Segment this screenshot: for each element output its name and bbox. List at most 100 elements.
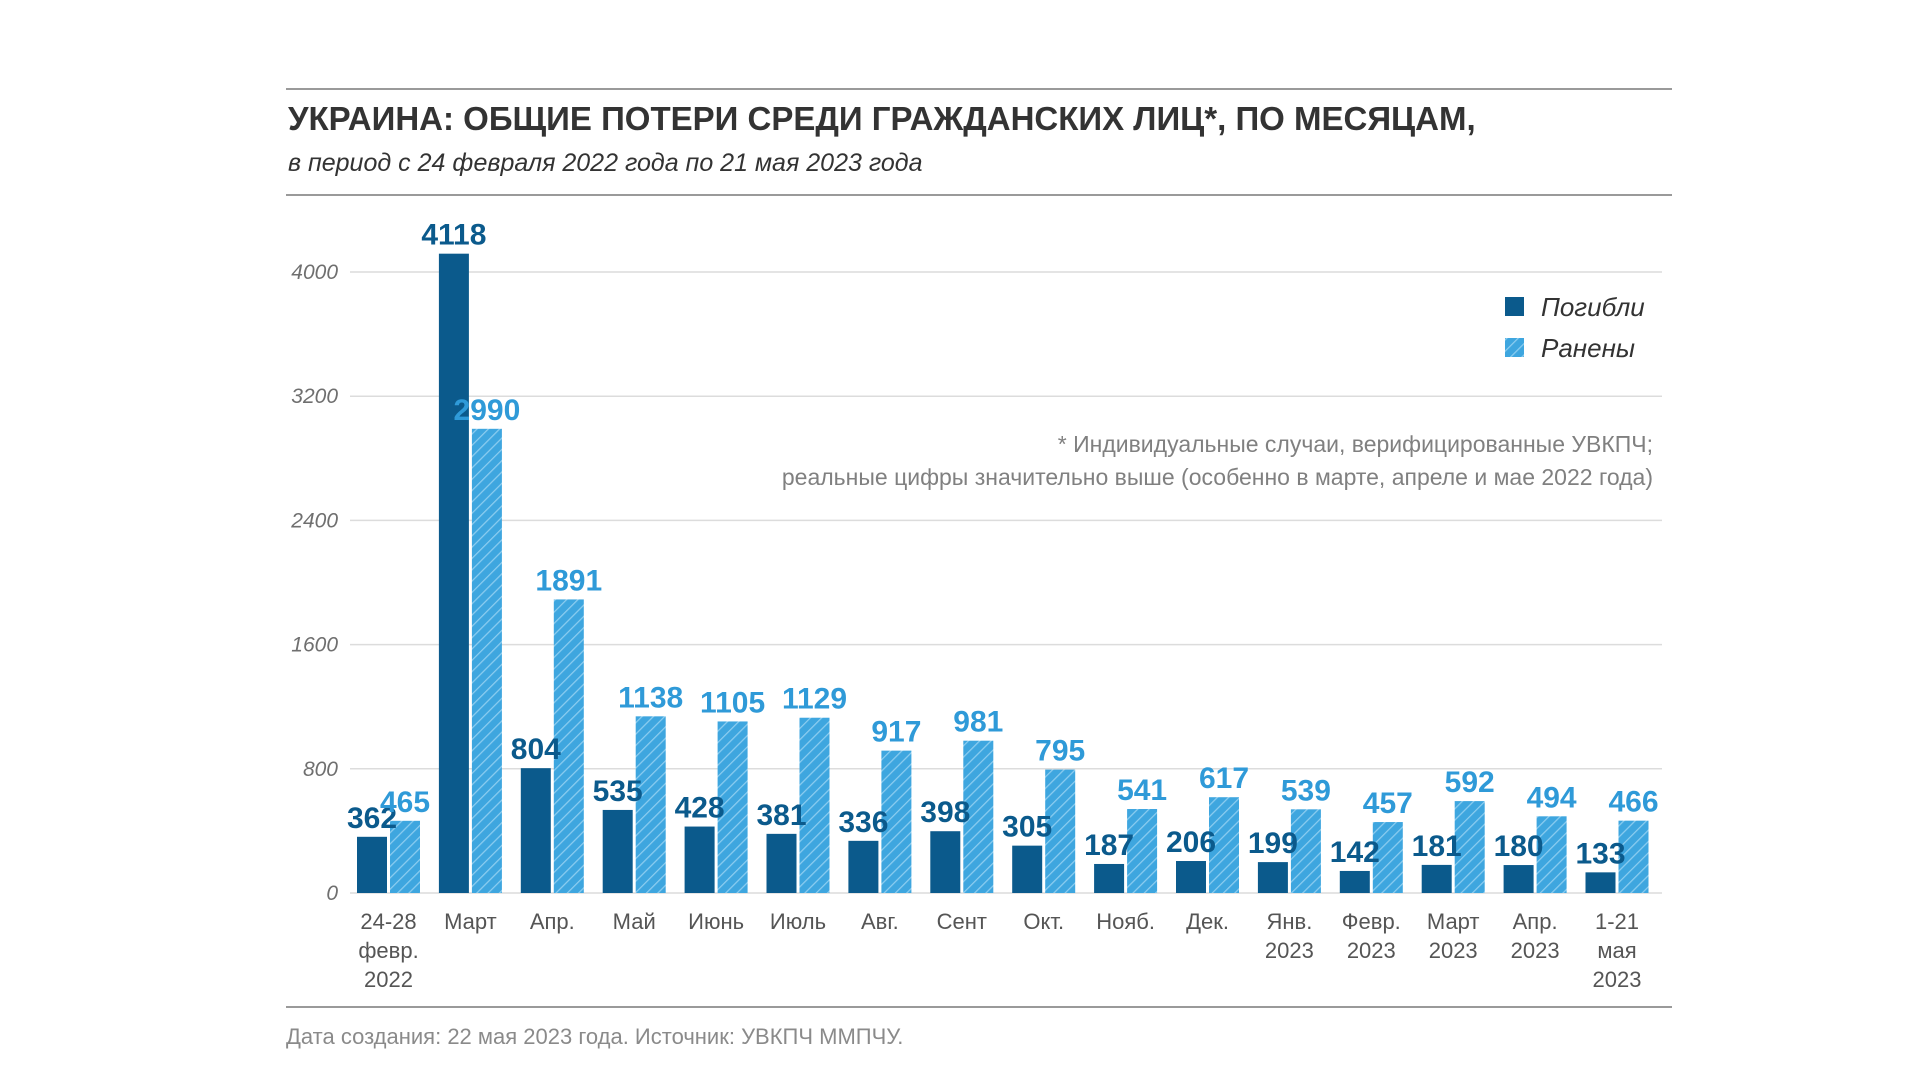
x-tick-label: 1-21 мая 2023 xyxy=(1593,909,1642,992)
bar-killed xyxy=(1257,862,1288,893)
legend-label-killed: Погибли xyxy=(1541,292,1645,322)
data-label-killed: 187 xyxy=(1084,829,1134,862)
chart-subtitle: в период с 24 февраля 2022 года по 21 ма… xyxy=(288,149,923,177)
bar-killed xyxy=(1094,863,1125,893)
bar-killed xyxy=(848,840,879,893)
chart-title: УКРАИНА: ОБЩИЕ ПОТЕРИ СРЕДИ ГРАЖДАНСКИХ … xyxy=(288,100,1476,137)
data-label-killed: 4118 xyxy=(421,219,486,252)
bar-injured xyxy=(1045,769,1076,893)
legend-swatch-killed xyxy=(1505,297,1524,316)
data-label-killed: 535 xyxy=(593,775,643,808)
data-label-injured: 617 xyxy=(1199,762,1249,795)
bar-injured xyxy=(635,716,666,893)
bar-killed xyxy=(1012,845,1043,893)
bar-injured xyxy=(553,599,584,893)
data-label-injured: 494 xyxy=(1527,781,1577,814)
legend: Погибли Ранены xyxy=(1505,292,1645,363)
bar-killed xyxy=(357,836,387,893)
bar-injured xyxy=(471,428,502,893)
bar-killed xyxy=(766,833,797,893)
data-label-injured: 981 xyxy=(953,706,1003,739)
bar-injured xyxy=(1618,820,1649,893)
data-label-killed: 305 xyxy=(1002,811,1052,844)
data-label-injured: 1891 xyxy=(535,564,602,597)
data-label-injured: 1105 xyxy=(700,686,765,719)
bar-killed xyxy=(1585,872,1616,893)
footnote-line-1: * Индивидуальные случаи, верифицированны… xyxy=(1058,431,1653,457)
bar-injured xyxy=(1372,822,1403,893)
data-label-injured: 917 xyxy=(871,716,921,749)
data-label-killed: 362 xyxy=(347,802,397,835)
bar-injured xyxy=(1536,816,1567,893)
data-label-killed: 206 xyxy=(1166,826,1216,859)
bars xyxy=(357,253,1649,894)
bar-killed xyxy=(1421,864,1452,893)
bar-injured xyxy=(1127,809,1158,893)
y-tick-label: 800 xyxy=(303,758,338,781)
bar-killed xyxy=(1503,865,1534,893)
x-tick-label: Июнь xyxy=(688,909,744,934)
data-label-injured: 466 xyxy=(1608,786,1658,819)
y-tick-label: 0 xyxy=(326,882,338,905)
y-axis-ticks: 0 800 1600 2400 3200 4000 xyxy=(290,261,338,905)
x-tick-label: Авг. xyxy=(861,909,899,934)
bar-injured xyxy=(390,820,420,893)
data-label-killed: 133 xyxy=(1575,837,1625,870)
bar-injured xyxy=(717,721,748,893)
bar-killed xyxy=(602,809,633,893)
data-label-killed: 381 xyxy=(756,799,806,832)
bar-killed xyxy=(1176,861,1206,893)
x-tick-label: Янв. 2023 xyxy=(1265,909,1314,963)
data-label-killed: 199 xyxy=(1248,827,1298,860)
bar-injured xyxy=(799,717,830,893)
data-label-injured: 795 xyxy=(1035,735,1085,768)
x-tick-label: 24-28 февр. 2022 xyxy=(358,909,418,992)
footnote-line-2: реальные цифры значительно выше (особенн… xyxy=(782,464,1653,490)
x-tick-label: Апр. 2023 xyxy=(1511,909,1560,963)
bar-killed xyxy=(684,826,715,893)
data-label-killed: 180 xyxy=(1494,830,1544,863)
data-label-injured: 541 xyxy=(1117,774,1167,807)
y-tick-label: 3200 xyxy=(291,385,338,408)
x-tick-label: Сент xyxy=(937,909,987,934)
source-text: Дата создания: 22 мая 2023 года. Источни… xyxy=(286,1024,903,1049)
y-tick-label: 1600 xyxy=(291,634,338,657)
bar-injured xyxy=(1209,797,1239,893)
y-tick-label: 2400 xyxy=(290,509,338,532)
data-label-injured: 1138 xyxy=(618,681,683,714)
data-label-killed: 804 xyxy=(511,733,561,766)
bar-killed xyxy=(930,831,961,893)
data-label-injured: 539 xyxy=(1281,774,1331,807)
x-tick-label: Март xyxy=(444,909,497,934)
x-tick-label: Март 2023 xyxy=(1427,909,1480,963)
data-label-injured: 1129 xyxy=(782,683,847,716)
data-label-injured: 2990 xyxy=(454,394,521,427)
x-tick-label: Июль xyxy=(770,909,826,934)
data-label-injured: 465 xyxy=(380,786,430,819)
legend-label-injured: Ранены xyxy=(1541,333,1635,363)
bar-injured xyxy=(1290,809,1321,893)
data-label-killed: 181 xyxy=(1412,830,1462,863)
x-tick-label: Окт. xyxy=(1023,909,1064,934)
x-tick-label: Май xyxy=(613,909,656,934)
bar-killed xyxy=(1339,870,1370,893)
data-label-killed: 428 xyxy=(675,792,725,825)
bar-killed xyxy=(438,253,469,894)
data-label-killed: 142 xyxy=(1330,836,1380,869)
x-axis-ticks: 24-28 февр. 2022 Март Апр. Май Июнь Июль Авг. Сен… xyxy=(358,909,1641,992)
bar-injured xyxy=(963,740,994,893)
x-tick-label: Апр. xyxy=(530,909,575,934)
legend-swatch-injured xyxy=(1505,338,1524,357)
x-tick-label: Февр. 2023 xyxy=(1342,909,1401,963)
data-label-injured: 592 xyxy=(1445,766,1495,799)
data-label-killed: 398 xyxy=(920,796,970,829)
x-tick-label: Дек. xyxy=(1186,909,1229,934)
bar-killed xyxy=(520,768,551,893)
data-label-killed: 336 xyxy=(838,806,888,839)
y-tick-label: 4000 xyxy=(291,261,338,284)
x-tick-label: Нояб. xyxy=(1096,909,1155,934)
bar-injured xyxy=(881,750,912,893)
